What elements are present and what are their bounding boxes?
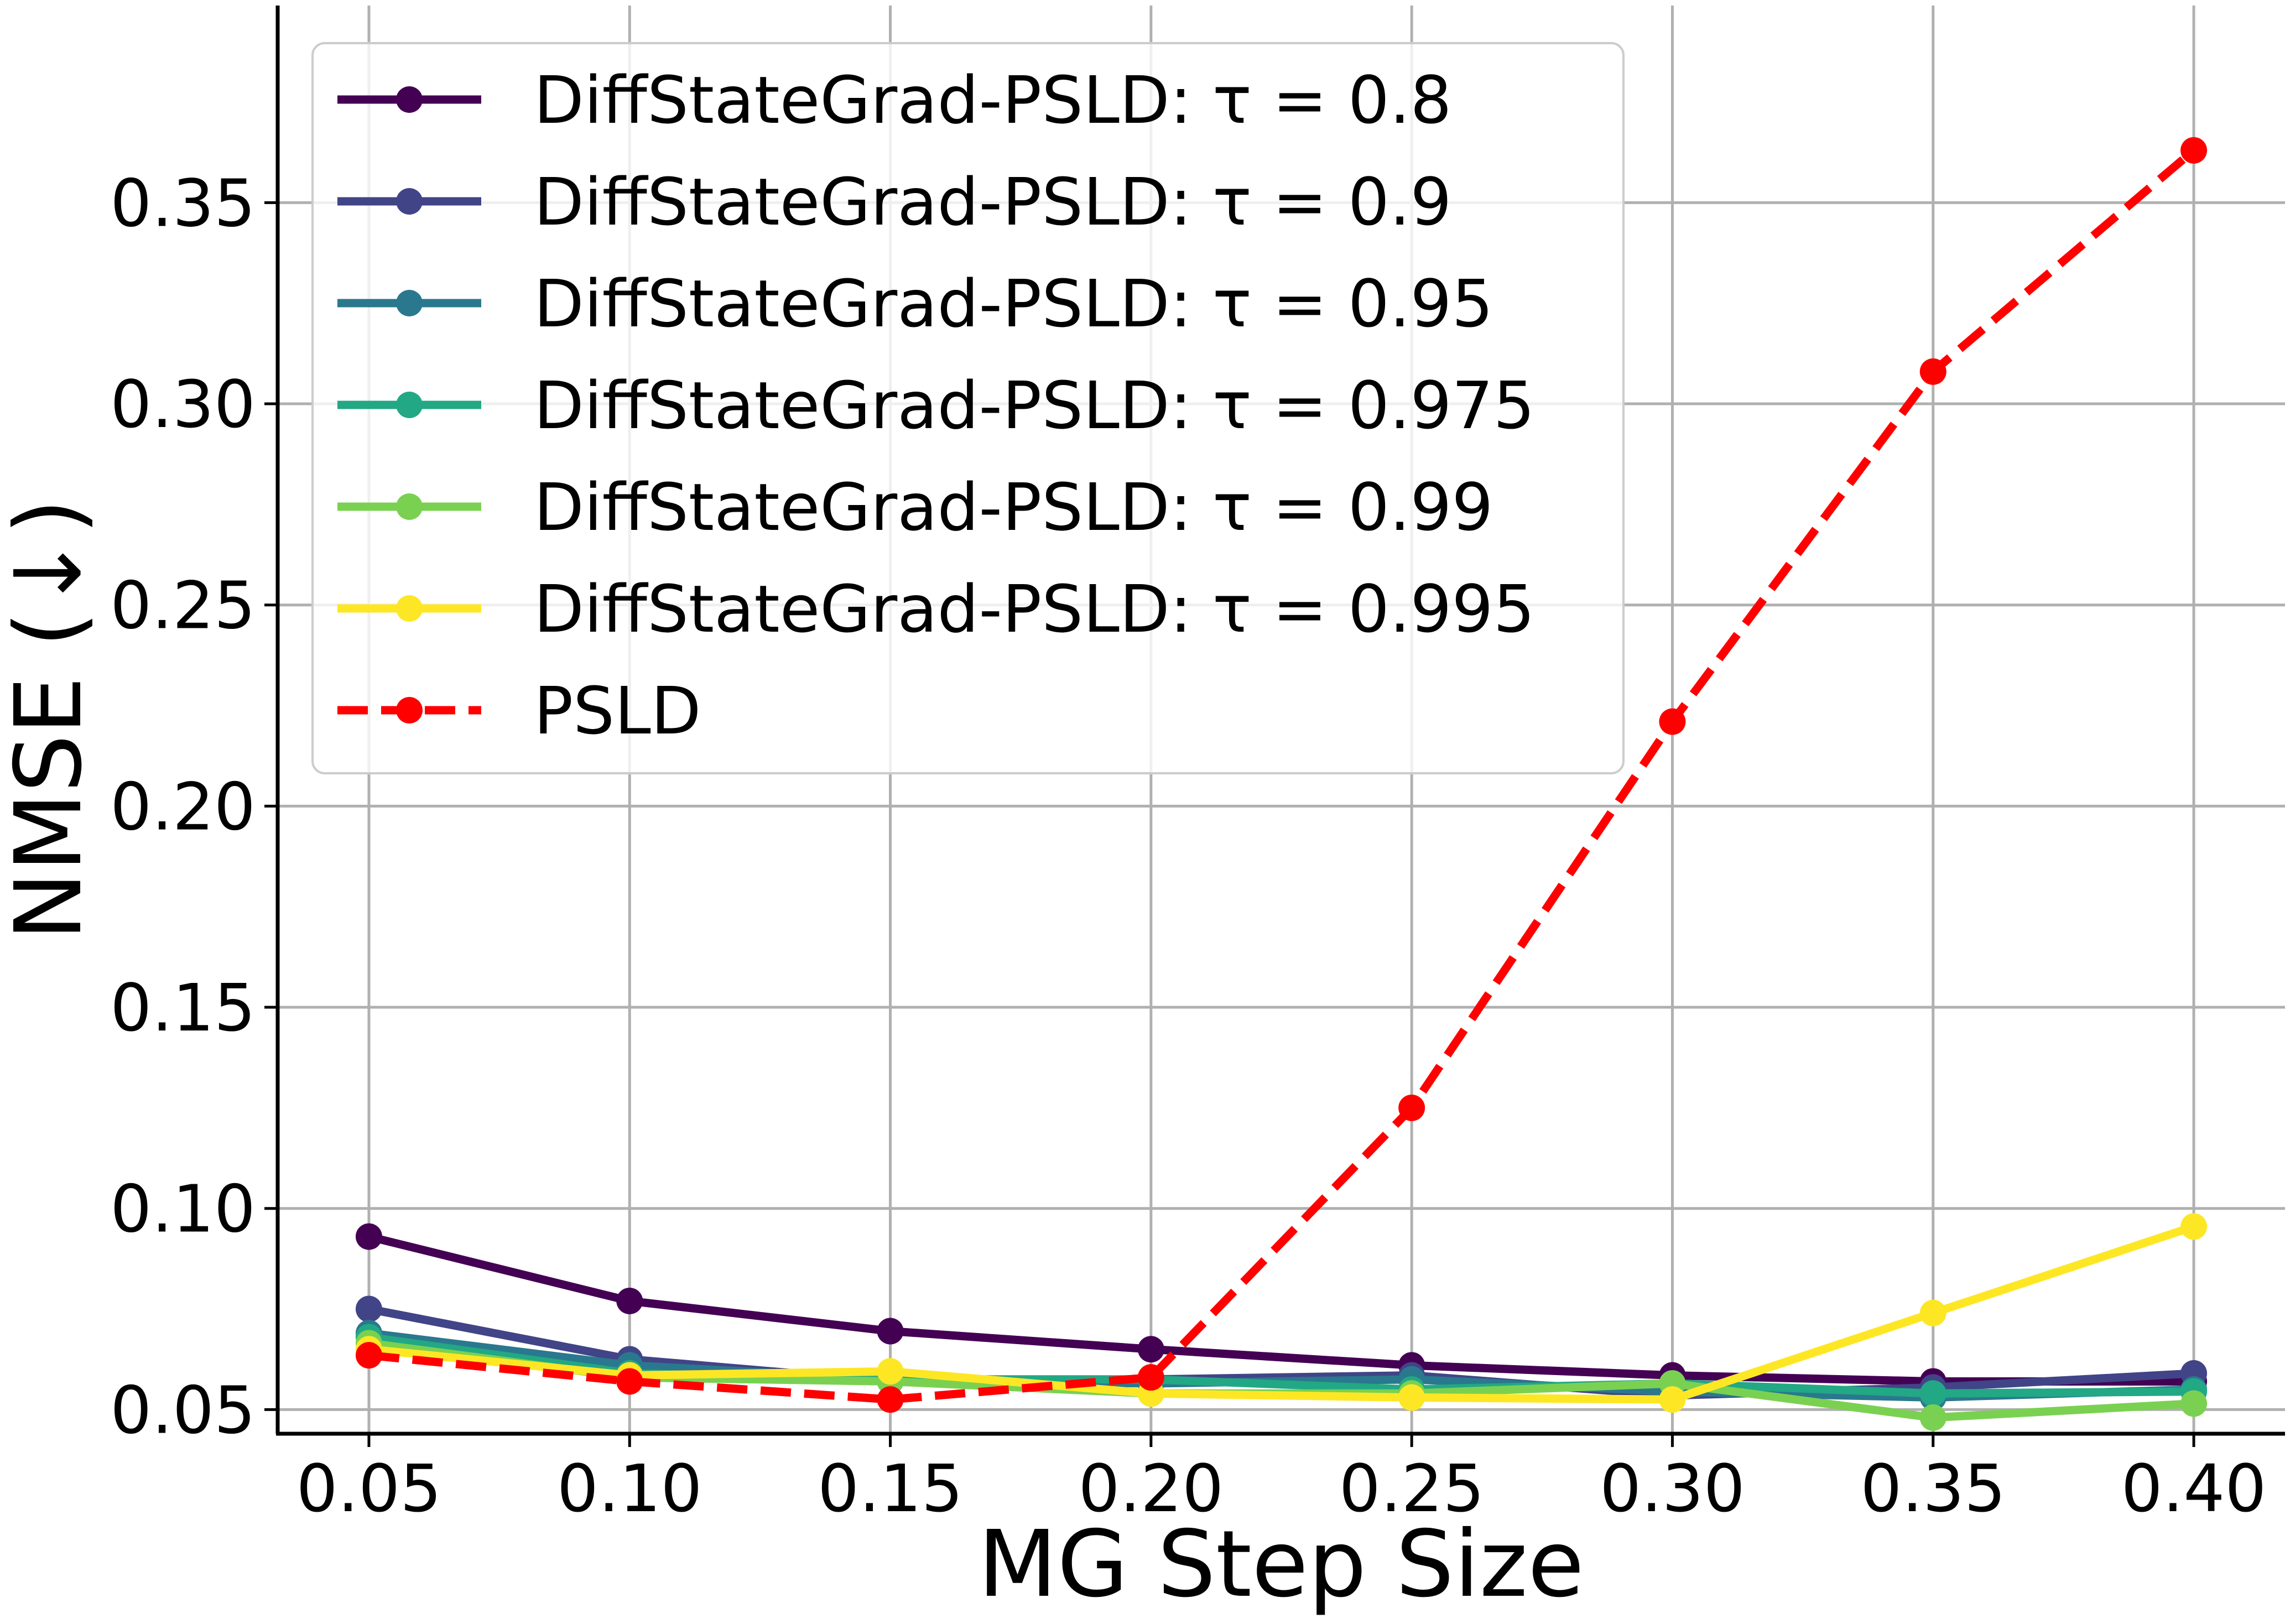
y-tick-label: 0.10 (110, 1171, 256, 1247)
series-point-5 (2180, 1213, 2208, 1240)
data-series (355, 137, 2208, 1431)
axis-ticks: 0.05 0.10 0.15 0.20 0.25 0.30 0.35 0.40 0.05 0.10… (110, 165, 2266, 1527)
x-tick-label: 0.25 (1339, 1450, 1485, 1527)
x-tick-label: 0.10 (557, 1450, 702, 1527)
x-tick-label: 0.15 (818, 1450, 963, 1527)
series-point-6 (2180, 137, 2208, 164)
series-point-6 (616, 1368, 643, 1395)
series-point-0 (616, 1287, 643, 1314)
x-tick-label: 0.40 (2121, 1450, 2267, 1527)
series-point-6 (355, 1342, 382, 1369)
x-tick-label: 0.05 (296, 1450, 442, 1527)
series-point-0 (1137, 1336, 1164, 1363)
series-point-5 (1919, 1299, 1946, 1326)
series-line-6 (368, 147, 2197, 1404)
y-tick-label: 0.35 (110, 165, 256, 241)
x-axis-title: MG Step Size (978, 1511, 1584, 1618)
series-point-0 (877, 1318, 904, 1345)
y-tick-label: 0.30 (110, 366, 256, 443)
x-tick-label: 0.35 (1860, 1450, 2006, 1527)
axes (275, 6, 2285, 1436)
legend-swatch-marker-3 (396, 392, 423, 418)
legend-swatch-marker-1 (396, 188, 423, 215)
legend-label-0: DiffStateGrad-PSLD: τ = 0.8 (534, 62, 1452, 138)
legend: DiffStateGrad-PSLD: τ = 0.8 DiffStateGrad… (311, 42, 1625, 774)
series-point-4 (1919, 1404, 1946, 1431)
legend-frame (311, 42, 1625, 774)
series-point-4 (2180, 1390, 2208, 1417)
legend-swatch-marker-2 (396, 290, 423, 316)
legend-swatch-marker-6 (396, 697, 423, 723)
legend-label-5: DiffStateGrad-PSLD: τ = 0.995 (534, 571, 1535, 647)
series-point-6 (1398, 1094, 1425, 1121)
y-tick-label: 0.05 (110, 1372, 256, 1448)
series-point-6 (1919, 358, 1946, 385)
legend-label-2: DiffStateGrad-PSLD: τ = 0.95 (534, 266, 1493, 342)
series-line-5 (365, 1222, 2198, 1404)
legend-label-4: DiffStateGrad-PSLD: τ = 0.99 (534, 469, 1493, 545)
y-tick-label: 0.20 (110, 768, 256, 845)
series-point-5 (1659, 1386, 1686, 1413)
y-tick-label: 0.25 (110, 568, 256, 644)
x-tick-label: 0.30 (1600, 1450, 1745, 1527)
x-tick-label: 0.20 (1078, 1450, 1224, 1527)
series-point-6 (1659, 708, 1686, 735)
y-axis-title: NMSE (↓) (0, 498, 102, 940)
legend-swatch-marker-4 (396, 493, 423, 520)
series-point-5 (877, 1358, 904, 1385)
series-point-6 (877, 1386, 904, 1413)
legend-label-1: DiffStateGrad-PSLD: τ = 0.9 (534, 164, 1452, 240)
legend-swatch-marker-5 (396, 595, 423, 622)
series-point-1 (355, 1295, 382, 1323)
series-point-6 (1137, 1364, 1164, 1391)
series-line-0 (365, 1232, 2198, 1386)
legend-label-3: DiffStateGrad-PSLD: τ = 0.975 (534, 367, 1535, 444)
series-point-0 (355, 1223, 382, 1250)
legend-label-6: PSLD (534, 673, 701, 749)
legend-swatch-marker-0 (396, 86, 423, 113)
y-tick-label: 0.15 (110, 970, 256, 1046)
series-point-3 (1919, 1380, 1946, 1407)
series-point-5 (1398, 1384, 1425, 1411)
